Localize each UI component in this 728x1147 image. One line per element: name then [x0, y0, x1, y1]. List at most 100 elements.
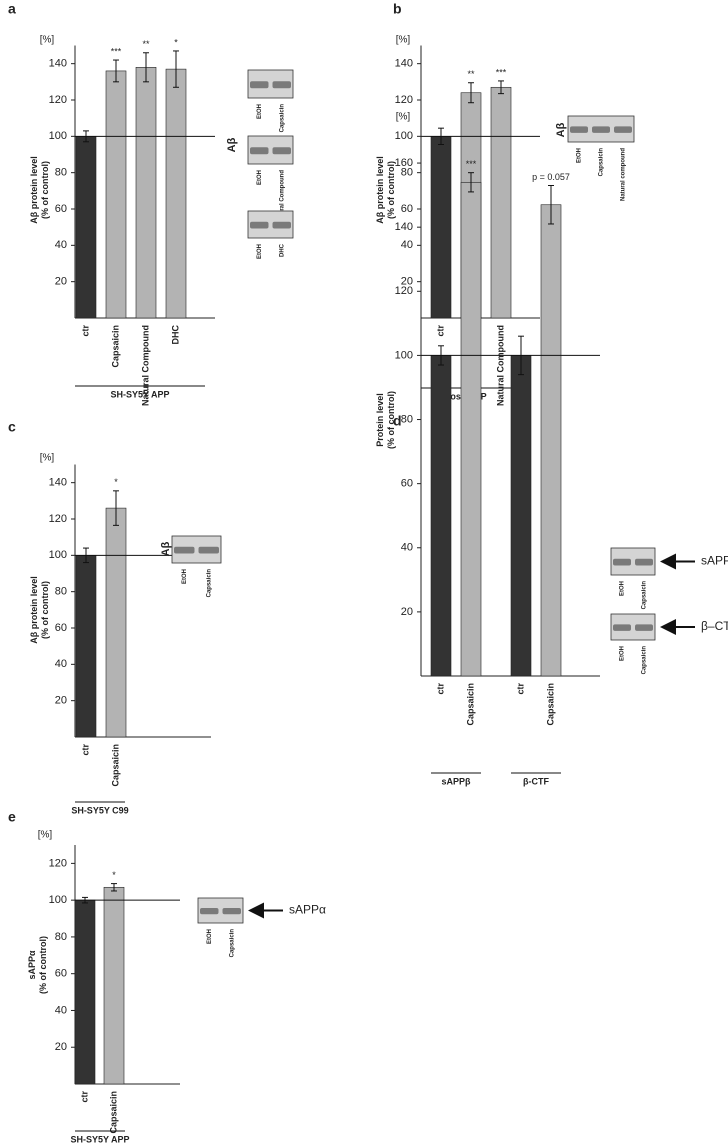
y-axis-label: Protein level [375, 393, 385, 447]
y-axis-label: (% of control) [40, 161, 50, 219]
y-tick-label: 80 [55, 167, 67, 179]
lane-label: Natural compound [621, 148, 627, 201]
blot-band [635, 558, 653, 566]
x-tick-label: Natural Compound [140, 325, 150, 406]
blot-band [613, 624, 631, 631]
lane-label: Capsaicin [279, 104, 285, 133]
bar [165, 68, 187, 319]
blot-label: Aβ [226, 137, 238, 152]
blot-band [272, 221, 291, 229]
lane-label: EtOH [577, 148, 583, 163]
x-tick-label: Capsaicin [108, 1091, 118, 1134]
panel-letter: e [8, 809, 16, 825]
y-tick-label: 100 [49, 130, 67, 142]
bar [510, 355, 532, 677]
lane-label: EtOH [620, 581, 626, 596]
y-tick-label: 100 [395, 130, 413, 142]
y-tick-label: 60 [401, 478, 413, 490]
blot-band [250, 81, 269, 89]
blot-band [613, 558, 631, 566]
unit-label: [%] [40, 453, 55, 464]
y-axis-label: (% of control) [386, 391, 396, 449]
y-tick-label: 140 [49, 58, 67, 70]
bar [105, 507, 127, 738]
blot-band [174, 546, 195, 554]
group-label: sAPPβ [441, 776, 471, 786]
y-tick-label: 160 [395, 157, 413, 169]
lane-label: Capsaicin [642, 646, 648, 675]
y-tick-label: 40 [401, 239, 413, 251]
lane-label: Capsaicin [642, 581, 648, 610]
bar [135, 67, 157, 319]
blot-label: Aβ [555, 122, 567, 137]
x-tick-label: Capsaicin [465, 683, 475, 726]
y-axis-label: (% of control) [386, 161, 396, 219]
y-axis-label: Aβ protein level [29, 156, 39, 224]
y-tick-label: 120 [49, 857, 67, 869]
lane-label: DHC [279, 243, 285, 257]
bar [430, 136, 452, 319]
blot-band [592, 126, 610, 133]
y-tick-label: 80 [401, 167, 413, 179]
bar [105, 70, 127, 319]
y-tick-label: 40 [55, 1004, 67, 1016]
y-axis-label: Aβ protein level [29, 576, 39, 644]
error-bar [111, 883, 117, 892]
blot-band [272, 81, 291, 89]
y-tick-label: 120 [49, 513, 67, 525]
error-bar [468, 172, 474, 193]
blot-band [570, 126, 588, 133]
blot-band [250, 221, 269, 229]
panel-letter: a [8, 1, 16, 17]
panel-letter: d [393, 413, 402, 429]
panel-letter: b [393, 1, 402, 17]
y-tick-label: 120 [395, 94, 413, 106]
error-bar [143, 52, 149, 83]
panel: a [%] Aβ protein level (% of control) 20 40 60… [8, 1, 294, 406]
x-tick-label: ctr [80, 744, 90, 756]
y-tick-label: 140 [395, 58, 413, 70]
blot-band [635, 624, 653, 631]
y-tick-label: 40 [55, 658, 67, 670]
y-tick-label: 40 [55, 239, 67, 251]
x-tick-label: Capsaicin [545, 683, 555, 726]
error-bar [468, 82, 474, 104]
blot-marker-label: sAPPβ [701, 554, 728, 568]
y-tick-label: 60 [55, 968, 67, 980]
y-tick-label: 60 [401, 203, 413, 215]
bar [103, 886, 125, 1085]
significance-label: * [114, 477, 118, 487]
y-tick-label: 140 [49, 477, 67, 489]
significance-label: * [112, 870, 116, 880]
panel: d[%]Protein level (% of control)204060801… [375, 112, 728, 787]
unit-label: [%] [38, 830, 53, 841]
y-tick-label: 20 [401, 606, 413, 618]
lane-label: Natural Compound [279, 170, 285, 224]
bar [75, 555, 97, 738]
error-bar [173, 50, 179, 88]
y-tick-label: 20 [55, 276, 67, 288]
significance-label: *** [496, 67, 507, 77]
y-tick-label: 80 [55, 931, 67, 943]
unit-label: [%] [396, 35, 411, 46]
y-tick-label: 120 [395, 285, 413, 297]
blot-marker-label: sAPPα [289, 903, 326, 917]
lane-label: EtOH [257, 244, 263, 259]
y-tick-label: 100 [49, 549, 67, 561]
y-axis-label: sAPPα [27, 950, 37, 980]
lane-label: Capsaicin [206, 569, 212, 598]
significance-label: ** [142, 39, 150, 49]
y-axis-label: (% of control) [40, 581, 50, 639]
blot-band [200, 908, 219, 915]
lane-label: Capsaicin [229, 929, 235, 958]
blot-band [250, 147, 269, 155]
y-tick-label: 60 [55, 622, 67, 634]
blot-band [614, 126, 632, 133]
y-tick-label: 20 [401, 276, 413, 288]
y-tick-label: 20 [55, 1041, 67, 1053]
group-label: β-CTF [523, 776, 549, 786]
y-tick-label: 20 [55, 695, 67, 707]
panel: c [%] Aβ protein level (% of control) 20 40 60… [8, 419, 222, 815]
lane-label: EtOH [620, 646, 626, 661]
